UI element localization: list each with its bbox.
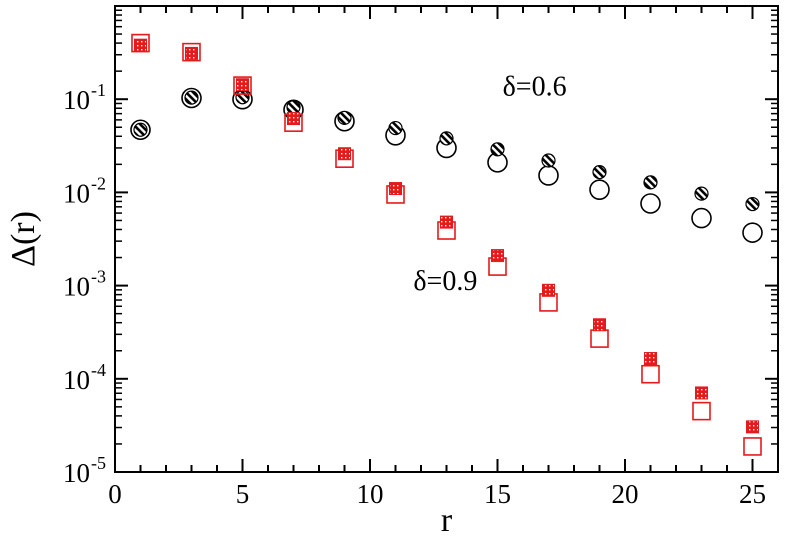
data-point-dotted-square (134, 38, 147, 52)
data-point-hatched-circle (133, 122, 148, 137)
y-tick-exponent: -2 (91, 173, 106, 193)
data-point-hatched-circle (235, 90, 250, 105)
data-point-open-circle (691, 207, 712, 229)
x-axis-title: r (441, 502, 453, 536)
data-point-dotted-square (644, 352, 657, 366)
x-tick-label: 0 (108, 479, 122, 509)
y-tick-label: 10 (63, 458, 90, 488)
x-tick-label: 25 (739, 479, 766, 509)
data-point-hatched-circle (337, 110, 352, 126)
data-point-hatched-circle (490, 142, 505, 157)
data-marks (130, 33, 763, 456)
x-tick-label: 5 (236, 479, 250, 509)
data-point-dotted-square (440, 215, 453, 229)
data-point-open-circle (181, 87, 202, 109)
data-point-hatched-circle (184, 90, 199, 105)
y-tick-label: 10 (63, 365, 90, 395)
data-point-hatched-circle (388, 120, 403, 136)
data-point-open-circle (640, 193, 661, 214)
data-point-hatched-circle (745, 196, 760, 212)
y-tick-label: 10 (63, 85, 90, 115)
axes (114, 5, 779, 473)
y-tick-exponent: -4 (91, 360, 106, 380)
data-point-open-square (182, 42, 201, 62)
data-point-open-square (692, 401, 711, 421)
data-point-open-square (641, 364, 660, 384)
data-point-hatched-circle (541, 153, 556, 168)
y-tick-label: 10 (63, 178, 90, 208)
data-point-open-circle (589, 179, 610, 200)
series-annotation: δ=0.6 (503, 71, 567, 102)
data-point-dotted-square (746, 420, 759, 434)
data-point-open-square (743, 437, 762, 456)
data-point-hatched-circle (643, 175, 658, 190)
data-point-dotted-square (287, 112, 300, 126)
series-annotation: δ=0.9 (413, 266, 477, 297)
y-axis-title: Δ(r) (5, 211, 42, 267)
data-point-dotted-square (542, 283, 555, 297)
data-point-hatched-circle (439, 131, 454, 146)
y-tick-exponent: -3 (91, 267, 106, 287)
data-point-open-circle (742, 222, 763, 243)
x-tick-label: 15 (484, 479, 511, 509)
data-point-dotted-square (185, 46, 198, 60)
data-point-open-square (233, 76, 252, 95)
data-point-open-circle (130, 119, 151, 141)
data-point-hatched-circle (286, 100, 301, 115)
data-point-open-square (590, 329, 609, 348)
data-point-dotted-square (491, 249, 504, 263)
y-tick-exponent: -1 (91, 80, 106, 100)
y-tick-exponent: -5 (91, 453, 106, 473)
data-point-hatched-circle (592, 165, 607, 180)
data-point-dotted-square (593, 318, 606, 332)
data-point-open-circle (538, 165, 559, 186)
data-point-dotted-square (236, 78, 249, 92)
data-point-hatched-circle (694, 186, 709, 201)
x-tick-label: 20 (612, 479, 639, 509)
data-point-dotted-square (695, 386, 708, 400)
y-tick-label: 10 (63, 272, 90, 302)
data-point-dotted-square (389, 182, 402, 196)
x-tick-label: 10 (357, 479, 384, 509)
data-point-dotted-square (338, 147, 351, 161)
